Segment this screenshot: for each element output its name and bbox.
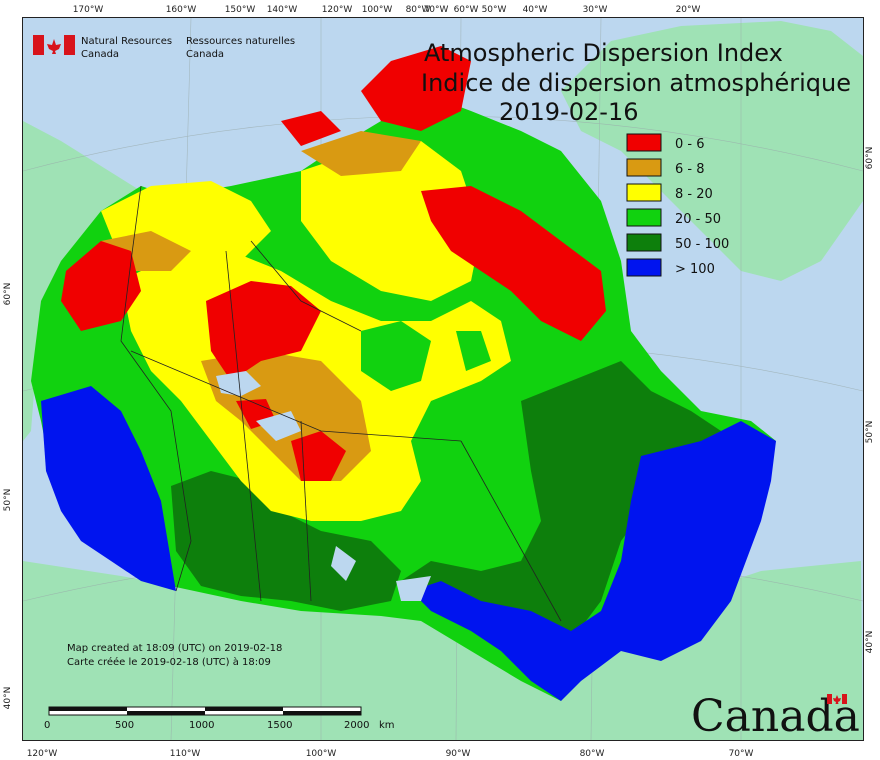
legend-label: 50 - 100	[675, 237, 729, 252]
scale-tick-1500: 1500	[267, 720, 292, 731]
scale-bar-segment-2	[127, 711, 205, 715]
axis-bottom-label: 80°W	[580, 749, 605, 759]
lakes	[216, 371, 431, 601]
zone-8-20-arctic	[301, 141, 481, 301]
scale-bar-segment-3	[205, 707, 283, 711]
axis-top-label: 70°W	[424, 5, 449, 15]
axis-top-label: 80°W	[406, 5, 431, 15]
axis-bottom-label: 90°W	[446, 749, 471, 759]
zone-100-plus-west	[41, 386, 176, 591]
axis-left-label: 60°N	[3, 283, 13, 306]
axis-top-label: 150°W	[225, 5, 256, 15]
flag-right-bar	[64, 35, 75, 55]
wordmark-flag-left	[827, 694, 832, 704]
legend: 0 - 6 6 - 8 8 - 20 20 - 50 50 - 100 > 100	[626, 133, 729, 277]
axis-top-label: 40°W	[523, 5, 548, 15]
zone-0-6-ellesmere	[361, 46, 471, 131]
zone-6-8-islands	[301, 131, 421, 176]
axis-right-label: 50°N	[865, 421, 875, 444]
axis-right-label: 60°N	[865, 147, 875, 170]
zone-50-100-east	[401, 361, 741, 641]
axis-top-label: 140°W	[267, 5, 298, 15]
scale-tick-1000: 1000	[189, 720, 214, 731]
axis-bottom-label: 110°W	[170, 749, 201, 759]
scale-bar-segment-4	[283, 711, 361, 715]
map-created-fr: Carte créée le 2019-02-18 (UTC) à 18:09	[67, 656, 271, 668]
scale-bar-segment-1	[49, 707, 127, 711]
wordmark-maple-leaf-icon	[833, 695, 841, 704]
ministry-fr-line2: Canada	[186, 49, 224, 60]
zone-20-50-hudson	[361, 321, 431, 391]
ministry-signature: Natural Resources Canada Ressources natu…	[33, 35, 295, 60]
map-title-fr: Indice de dispersion atmosphérique	[421, 69, 851, 97]
axis-bottom-label: 70°W	[729, 749, 754, 759]
canada-wordmark: Canada	[691, 691, 860, 740]
axis-right-label: 40°N	[865, 631, 875, 654]
legend-swatch	[626, 133, 662, 152]
axis-top-label: 170°W	[73, 5, 104, 15]
map-svg: Natural Resources Canada Ressources natu…	[23, 18, 863, 740]
scale-tick-0: 0	[44, 720, 50, 731]
axis-left-label: 40°N	[3, 687, 13, 710]
legend-label: 6 - 8	[675, 162, 705, 177]
axis-bottom-label: 120°W	[27, 749, 58, 759]
axis-top-label: 160°W	[166, 5, 197, 15]
axis-left-label: 50°N	[3, 489, 13, 512]
boundaries	[120, 185, 562, 622]
map-title-en: Atmospheric Dispersion Index	[424, 39, 783, 67]
legend-label: > 100	[675, 262, 715, 277]
greenland-land	[561, 21, 863, 281]
axis-top-label: 50°W	[482, 5, 507, 15]
usa-land	[23, 561, 863, 740]
scale-bar: 0 500 1000 1500 2000 km	[44, 706, 395, 731]
alaska-land	[23, 121, 141, 441]
zone-100-plus-east	[411, 421, 776, 701]
zone-0-6-islands	[281, 111, 341, 146]
zone-0-6-nwt	[206, 281, 321, 381]
scale-unit: km	[379, 720, 395, 731]
ministry-en-line2: Canada	[81, 49, 119, 60]
flag-left-bar	[33, 35, 44, 55]
scale-tick-2000: 2000	[344, 720, 369, 731]
axis-top-label: 100°W	[362, 5, 393, 15]
ministry-en-line1: Natural Resources	[81, 36, 172, 47]
map-created-en: Map created at 18:09 (UTC) on 2019-02-18	[67, 643, 282, 654]
zone-0-6-yukon	[61, 241, 141, 331]
legend-swatch	[626, 158, 662, 177]
zone-0-6-baffin	[421, 186, 606, 341]
map-date: 2019-02-16	[499, 98, 638, 126]
legend-swatch	[626, 183, 662, 202]
legend-label: 0 - 6	[675, 137, 705, 152]
axis-top-label: 60°W	[454, 5, 479, 15]
axis-top-label: 20°W	[676, 5, 701, 15]
zone-20-50-patch	[456, 331, 491, 371]
maple-leaf-icon	[47, 39, 61, 54]
wordmark-flag-right	[842, 694, 847, 704]
legend-label: 8 - 20	[675, 187, 713, 202]
zone-0-6-sask	[291, 431, 346, 481]
map-panel: Natural Resources Canada Ressources natu…	[22, 17, 864, 741]
axis-top-label: 120°W	[322, 5, 353, 15]
ministry-fr-line1: Ressources naturelles	[186, 36, 295, 47]
legend-swatch	[626, 233, 662, 252]
scale-tick-500: 500	[115, 720, 134, 731]
legend-label: 20 - 50	[675, 212, 721, 227]
axis-bottom-label: 100°W	[306, 749, 337, 759]
legend-swatch	[626, 258, 662, 277]
axis-top-label: 30°W	[583, 5, 608, 15]
legend-swatch	[626, 208, 662, 227]
